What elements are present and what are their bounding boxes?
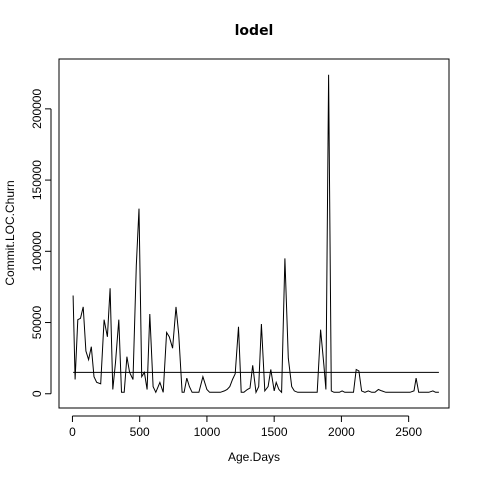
x-axis-label: Age.Days bbox=[228, 450, 280, 464]
y-tick-label: 50000 bbox=[30, 306, 44, 340]
x-tick-label: 500 bbox=[130, 425, 150, 439]
y-axis-label: Commit.LOC.Churn bbox=[3, 180, 17, 285]
x-tick-label: 0 bbox=[69, 425, 76, 439]
plot-frame bbox=[58, 58, 450, 409]
x-tick-label: 1500 bbox=[261, 425, 288, 439]
x-tick-label: 1000 bbox=[194, 425, 221, 439]
series-line-0 bbox=[72, 74, 439, 395]
y-axis: 0 50000 100000 150000 200000 bbox=[30, 89, 52, 397]
x-tick-label: 2500 bbox=[395, 425, 422, 439]
series-group bbox=[72, 74, 439, 395]
y-tick-label: 200000 bbox=[30, 89, 44, 129]
x-axis: 0 500 1000 1500 2000 2500 bbox=[69, 415, 422, 439]
y-tick-label: 100000 bbox=[30, 231, 44, 271]
y-tick-label: 0 bbox=[30, 390, 44, 397]
x-tick-label: 2000 bbox=[328, 425, 355, 439]
chart-title: lodel bbox=[235, 23, 274, 39]
y-tick-label: 150000 bbox=[30, 160, 44, 200]
